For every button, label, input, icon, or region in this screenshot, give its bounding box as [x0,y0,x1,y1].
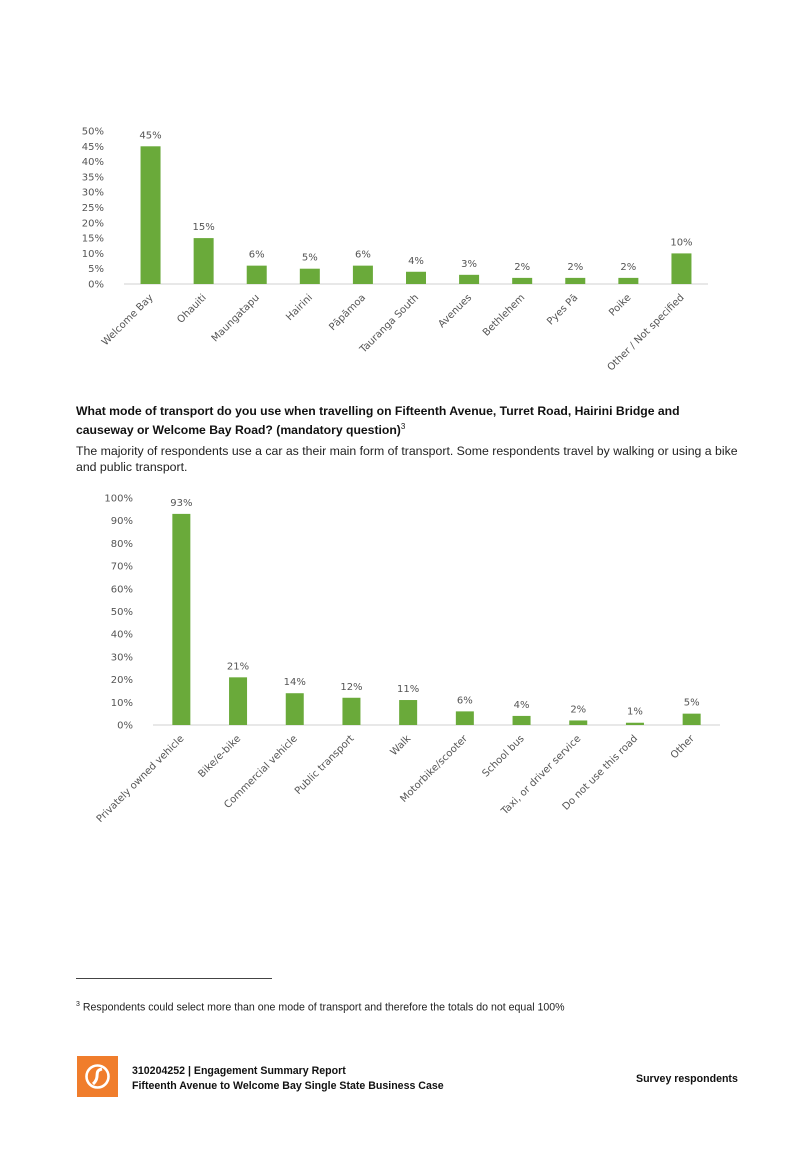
data-label: 6% [249,250,265,261]
bar [399,700,418,725]
bar [140,146,161,284]
bar [246,265,267,284]
y-tick-label: 100% [104,494,133,505]
data-label: 21% [227,661,249,672]
y-tick-label: 80% [111,539,133,550]
bar [565,277,586,284]
data-label: 1% [627,707,643,718]
y-tick-label: 40% [82,157,104,168]
data-label: 15% [193,222,215,233]
data-label: 93% [170,498,192,509]
y-tick-label: 10% [82,249,104,260]
footnote-ref: 3 [400,422,406,431]
category-label: Walk [389,733,414,758]
footer-title: 310204252 | Engagement Summary Report Fi… [132,1064,444,1094]
category-label: Pyes Pā [545,292,580,327]
y-tick-label: 50% [111,607,133,618]
footer-section-label: Survey respondents [636,1073,738,1085]
bar [455,711,474,725]
bar [342,697,361,725]
bar [682,713,701,725]
bar [459,274,480,284]
category-label: Welcome Bay [100,292,156,348]
category-label: Bethlehem [481,292,527,338]
bar [512,277,533,284]
data-label: 4% [514,700,530,711]
y-tick-label: 35% [82,172,104,183]
category-label: Avenues [436,292,474,330]
footer-project-line: Fifteenth Avenue to Welcome Bay Single S… [132,1080,444,1092]
category-label: Maungatapu [210,292,262,344]
y-tick-label: 25% [82,203,104,214]
y-tick-label: 15% [82,234,104,245]
category-label: Ohauiti [175,292,208,325]
category-label: Poike [607,292,633,318]
bar [285,693,304,725]
respondent-location-chart: 0% 5% 10% 15% 20% 25% 30% 35% 40% 45% 50% 45% Welcom… [82,127,708,373]
data-label: 2% [567,262,583,273]
data-label: 10% [670,237,692,248]
data-label: 45% [139,130,161,141]
category-label: Hairini [284,292,315,323]
category-label: Tauranga South [357,292,421,356]
y-tick-label: 30% [111,652,133,663]
footnote-divider [76,978,272,979]
category-label: Bike/e-bike [196,733,243,780]
data-label: 4% [408,256,424,267]
bar [193,238,214,284]
data-label: 6% [355,250,371,261]
y-tick-label: 70% [111,562,133,573]
footnote-number: 3 [76,1001,80,1008]
footer-report-line: 310204252 | Engagement Summary Report [132,1065,346,1077]
data-label: 2% [620,262,636,273]
data-label: 12% [340,682,362,693]
bar [352,265,373,284]
bar [406,271,426,284]
y-tick-label: 20% [82,218,104,229]
y-tick-label: 0% [117,721,133,732]
stantec-logo-icon [77,1056,118,1097]
bar [618,277,639,284]
question-heading: What mode of transport do you use when t… [76,404,736,438]
data-label: 11% [397,684,419,695]
bar [625,722,644,725]
summary-paragraph: The majority of respondents use a car as… [76,444,738,474]
y-tick-label: 30% [82,188,104,199]
category-label: Other [669,733,697,761]
data-label: 2% [570,704,586,715]
y-tick-label: 0% [88,280,104,291]
data-label: 5% [302,253,318,264]
category-label: School bus [481,733,527,779]
y-tick-label: 20% [111,675,133,686]
data-label: 14% [284,677,306,688]
data-label: 2% [514,262,530,273]
data-label: 3% [461,259,477,270]
y-tick-label: 5% [88,264,104,275]
y-tick-label: 45% [82,142,104,153]
y-tick-label: 60% [111,584,133,595]
category-label: Public transport [293,733,357,797]
bar [569,720,588,725]
y-tick-label: 10% [111,698,133,709]
bar [512,715,531,725]
data-label: 6% [457,695,473,706]
bar [671,253,692,284]
transport-mode-chart: 0% 10% 20% 30% 40% 50% 60% 70% 80% 90% 100% 93% Priv… [95,494,720,825]
category-label: Privately owned vehicle [95,733,187,825]
question-text: What mode of transport do you use when t… [76,404,680,438]
footnote: 3 Respondents could select more than one… [76,1001,565,1014]
data-label: 5% [684,698,700,709]
y-tick-label: 40% [111,630,133,641]
bar [172,513,191,725]
footnote-text: Respondents could select more than one m… [82,1001,565,1014]
bar [299,268,320,284]
y-tick-label: 50% [82,127,104,138]
y-tick-label: 90% [111,516,133,527]
category-label: Pāpāmoa [327,292,368,333]
bar [229,677,248,725]
